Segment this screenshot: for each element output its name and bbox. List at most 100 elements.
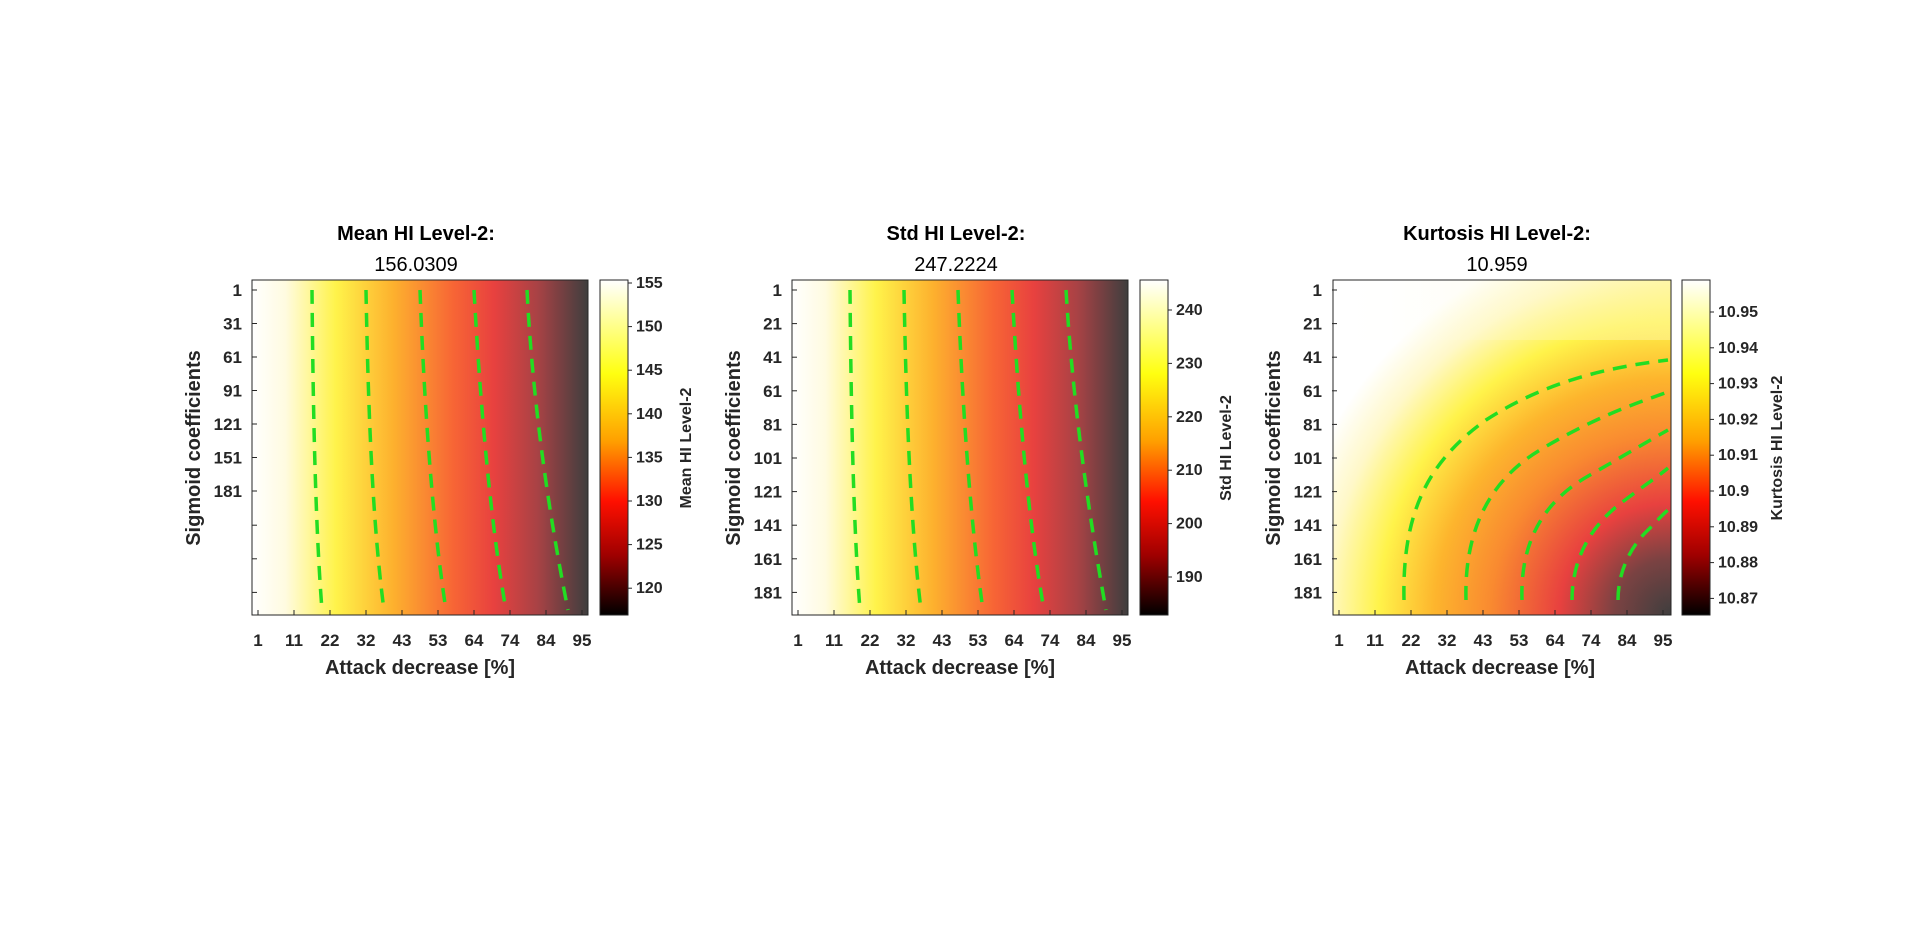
colorbar-label-mean: Mean HI Level-2 <box>678 387 695 508</box>
x-tick-label: 22 <box>1402 631 1421 650</box>
x-tick-label: 11 <box>1366 631 1384 650</box>
chart-subtitle-kurtosis: 10.959 <box>1466 254 1527 276</box>
y-tick-label: 41 <box>763 348 782 367</box>
colorbar-std <box>1139 279 1169 616</box>
colorbar-ticks-kurtosis: 10.95 10.94 10.93 10.92 10.91 10.9 10.89 10.88 1… <box>1710 304 1758 607</box>
x-tick-label: 32 <box>897 631 916 650</box>
colorbar-tick-label: 155 <box>636 275 663 292</box>
y-tick-label: 31 <box>223 315 242 334</box>
y-axis-label-mean: Sigmoid coefficients <box>183 350 205 546</box>
colorbar-label-std: Std HI Level-2 <box>1218 395 1235 501</box>
colorbar-tick-label: 140 <box>636 406 663 423</box>
y-tick-label: 181 <box>214 482 242 501</box>
contour-line <box>418 289 448 611</box>
colorbar-tick-label: 10.91 <box>1718 447 1758 464</box>
contour-line <box>310 289 324 611</box>
colorbar-label-kurtosis: Kurtosis HI Level-2 <box>1769 375 1786 520</box>
x-tick-label: 53 <box>429 631 448 650</box>
colorbar-tick-label: 10.88 <box>1718 555 1758 572</box>
x-tick-label: 43 <box>933 631 952 650</box>
panel-std: Std HI Level-2: 247.2224 1 11 22 32 43 53 64 74… <box>723 223 1235 679</box>
colorbar-ticks-mean: 155 150 145 140 135 130 125 120 <box>628 275 663 597</box>
colorbar-tick-label: 210 <box>1176 462 1203 479</box>
contour-line <box>1010 289 1046 611</box>
contours-mean <box>310 289 570 611</box>
x-tick-label: 32 <box>357 631 376 650</box>
y-tick-label: 1 <box>773 281 782 300</box>
y-tick-label: 61 <box>763 382 782 401</box>
colorbar-tick-label: 10.94 <box>1718 340 1758 357</box>
contour-line <box>1520 428 1669 601</box>
x-tick-label: 74 <box>1582 631 1601 650</box>
x-tick-label: 11 <box>825 631 843 650</box>
x-tick-label: 32 <box>1438 631 1457 650</box>
x-ticks-std: 1 11 22 32 43 53 64 74 84 95 <box>793 610 1131 650</box>
x-tick-label: 1 <box>253 631 262 650</box>
contour-line <box>1064 289 1108 611</box>
contour-line <box>1402 358 1669 601</box>
y-tick-label: 81 <box>763 415 782 434</box>
axes-box-kurtosis <box>1332 279 1672 616</box>
y-tick-label: 141 <box>1294 516 1322 535</box>
colorbar-tick-label: 190 <box>1176 569 1203 586</box>
x-tick-label: 53 <box>969 631 988 650</box>
contour-line <box>956 289 985 611</box>
y-tick-label: 151 <box>214 449 242 468</box>
axes-box-std <box>791 279 1129 616</box>
y-tick-label: 121 <box>214 415 242 434</box>
contour-line <box>525 289 570 611</box>
y-tick-label: 21 <box>763 315 782 334</box>
x-tick-label: 95 <box>1654 631 1673 650</box>
contours-kurtosis <box>1402 358 1670 601</box>
y-tick-label: 91 <box>223 382 242 401</box>
x-tick-label: 84 <box>537 631 556 650</box>
colorbar-tick-label: 200 <box>1176 516 1203 533</box>
x-tick-label: 11 <box>285 631 303 650</box>
contour-line <box>472 289 508 611</box>
x-tick-label: 74 <box>1041 631 1060 650</box>
y-axis-label-std: Sigmoid coefficients <box>723 350 745 546</box>
x-tick-label: 95 <box>573 631 592 650</box>
x-tick-label: 43 <box>393 631 412 650</box>
y-tick-label: 61 <box>223 348 242 367</box>
colorbar-mean <box>599 279 629 616</box>
colorbar-tick-label: 10.87 <box>1718 590 1758 607</box>
y-axis-label-kurtosis: Sigmoid coefficients <box>1263 350 1285 546</box>
colorbar-tick-label: 240 <box>1176 302 1203 319</box>
x-tick-label: 64 <box>1005 631 1024 650</box>
colorbar-tick-label: 10.95 <box>1718 304 1758 321</box>
contour-line <box>1570 466 1670 601</box>
y-tick-label: 101 <box>1294 449 1322 468</box>
heatmap-std <box>792 280 1128 615</box>
x-tick-label: 84 <box>1077 631 1096 650</box>
panel-kurtosis: Kurtosis HI Level-2: 10.959 1 11 22 32 43 53 6… <box>1263 223 1786 679</box>
contour-line <box>902 289 923 611</box>
y-tick-label: 161 <box>754 550 782 569</box>
contour-line <box>848 289 862 611</box>
colorbar-tick-label: 145 <box>636 362 663 379</box>
y-tick-label: 41 <box>1303 348 1322 367</box>
colorbar-tick-label: 220 <box>1176 409 1203 426</box>
y-tick-label: 181 <box>754 583 782 602</box>
contour-line <box>364 289 386 611</box>
x-axis-label-std: Attack decrease [%] <box>865 657 1055 679</box>
colorbar-tick-label: 10.9 <box>1718 483 1749 500</box>
colorbar-tick-label: 230 <box>1176 355 1203 372</box>
x-tick-label: 1 <box>1334 631 1343 650</box>
panel-mean: Mean HI Level-2: 156.0309 1 11 22 32 43 53 64 7… <box>183 223 695 679</box>
x-ticks-mean: 1 11 22 32 43 53 64 74 84 95 <box>253 610 591 650</box>
colorbar-tick-label: 125 <box>636 537 663 554</box>
chart-subtitle-std: 247.2224 <box>914 254 997 276</box>
colorbar-tick-label: 120 <box>636 580 663 597</box>
colorbar-tick-label: 130 <box>636 493 663 510</box>
chart-subtitle-mean: 156.0309 <box>374 254 457 276</box>
y-tick-label: 101 <box>754 449 782 468</box>
chart-title-std: Std HI Level-2: <box>887 223 1026 245</box>
x-tick-label: 64 <box>1546 631 1565 650</box>
contours-std <box>848 289 1108 611</box>
y-tick-label: 21 <box>1303 315 1322 334</box>
contour-line <box>1616 508 1670 601</box>
